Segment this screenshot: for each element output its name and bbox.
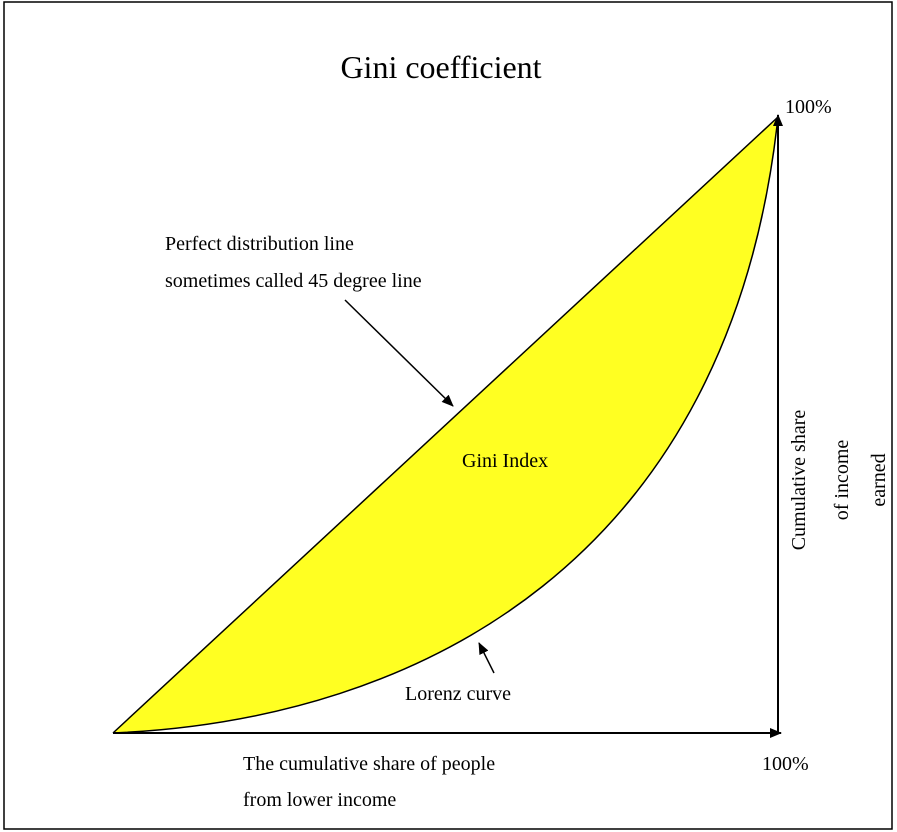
axis-label: The cumulative share of people — [243, 753, 495, 775]
pointer-arrow — [478, 642, 495, 674]
equality-line — [112, 116, 779, 734]
axis-label: of income — [831, 440, 853, 521]
lorenz-curve — [112, 116, 779, 734]
annotation: Lorenz curve — [405, 683, 511, 705]
area-label: Gini Index — [462, 450, 548, 472]
annotation: sometimes called 45 degree line — [165, 270, 422, 292]
frame — [3, 1, 893, 830]
axis-end-label: 100% — [762, 753, 809, 775]
axis-label: from lower income — [243, 789, 396, 811]
annotation: Perfect distribution line — [165, 233, 354, 255]
axis-label: earned — [868, 453, 890, 506]
title: Gini coefficient — [340, 49, 541, 85]
axis-label: Cumulative share — [788, 410, 810, 551]
axis-end-label: 100% — [785, 96, 832, 118]
pointer-arrow — [344, 299, 454, 407]
